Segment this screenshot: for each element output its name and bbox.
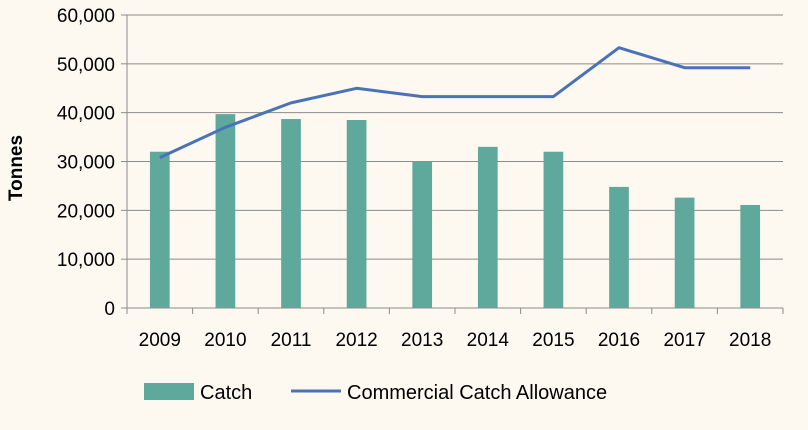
y-tick-label: 0 bbox=[104, 299, 115, 320]
bar-catch bbox=[543, 151, 564, 308]
legend-label-allowance: Commercial Catch Allowance bbox=[347, 382, 607, 404]
y-tick-label: 10,000 bbox=[57, 250, 115, 271]
x-tick-label: 2014 bbox=[467, 330, 510, 351]
y-tick-label: 30,000 bbox=[57, 153, 115, 174]
axes bbox=[126, 15, 784, 314]
legend-label-catch: Catch bbox=[200, 382, 252, 404]
line-series bbox=[159, 46, 751, 159]
y-tick-label: 50,000 bbox=[57, 55, 115, 76]
x-tick-label: 2015 bbox=[532, 330, 574, 351]
bar-catch bbox=[609, 186, 629, 308]
x-tick-label: 2017 bbox=[663, 330, 705, 351]
y-tick-label: 60,000 bbox=[57, 6, 115, 27]
bar-catch bbox=[215, 114, 236, 308]
bar-catch bbox=[346, 119, 367, 308]
x-tick-label: 2016 bbox=[598, 330, 640, 351]
x-tick-label: 2010 bbox=[204, 330, 246, 351]
x-tick-label: 2011 bbox=[271, 330, 312, 351]
bar-catch bbox=[740, 204, 761, 308]
y-tick-label: 40,000 bbox=[57, 104, 115, 125]
bar-catch bbox=[412, 161, 433, 308]
x-tick-label: 2012 bbox=[335, 330, 377, 351]
x-tick-label: 2009 bbox=[139, 330, 181, 351]
bar-catch bbox=[281, 119, 301, 308]
y-tick-labels: 0 10,000 20,000 30,000 40,000 50,000 60,000 bbox=[57, 6, 115, 320]
bar-catch bbox=[477, 146, 498, 308]
x-tick-labels: 2009 2010 2011 2012 2013 2014 2015 2016 2017 2018 bbox=[139, 330, 772, 351]
x-tick-label: 2013 bbox=[401, 330, 443, 351]
bar-catch bbox=[674, 197, 695, 308]
line-commercial-catch-allowance bbox=[159, 46, 751, 159]
y-tick-label: 20,000 bbox=[57, 201, 115, 222]
bar-catch bbox=[149, 151, 170, 308]
x-tick-label: 2018 bbox=[729, 330, 771, 351]
legend: Catch Commercial Catch Allowance bbox=[144, 382, 607, 404]
bar-series bbox=[149, 114, 761, 308]
legend-swatch-catch bbox=[144, 383, 194, 400]
y-axis-title: Tonnes bbox=[6, 135, 27, 201]
